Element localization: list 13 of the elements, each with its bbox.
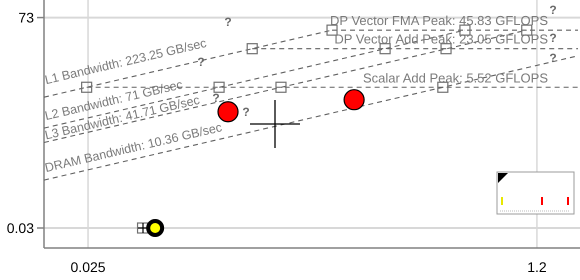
x-tick-label: 1.2 [527, 259, 547, 275]
annotation: ? [242, 104, 250, 119]
annotation: ? [212, 91, 220, 106]
annotation: ? [224, 15, 232, 30]
annotation: ? [197, 55, 205, 70]
series-label: DP Vector FMA Peak: 45.83 GFLOPS [330, 13, 548, 28]
annotation: ? [549, 51, 557, 66]
annotation: ? [549, 31, 557, 46]
annotation: ? [549, 3, 557, 18]
y-tick-label: 0.03 [6, 220, 34, 236]
series-label: Scalar Add Peak: 5.52 GFLOPS [363, 70, 548, 86]
x-tick-label: 0.025 [70, 259, 106, 275]
y-tick-label: 73 [18, 9, 34, 26]
